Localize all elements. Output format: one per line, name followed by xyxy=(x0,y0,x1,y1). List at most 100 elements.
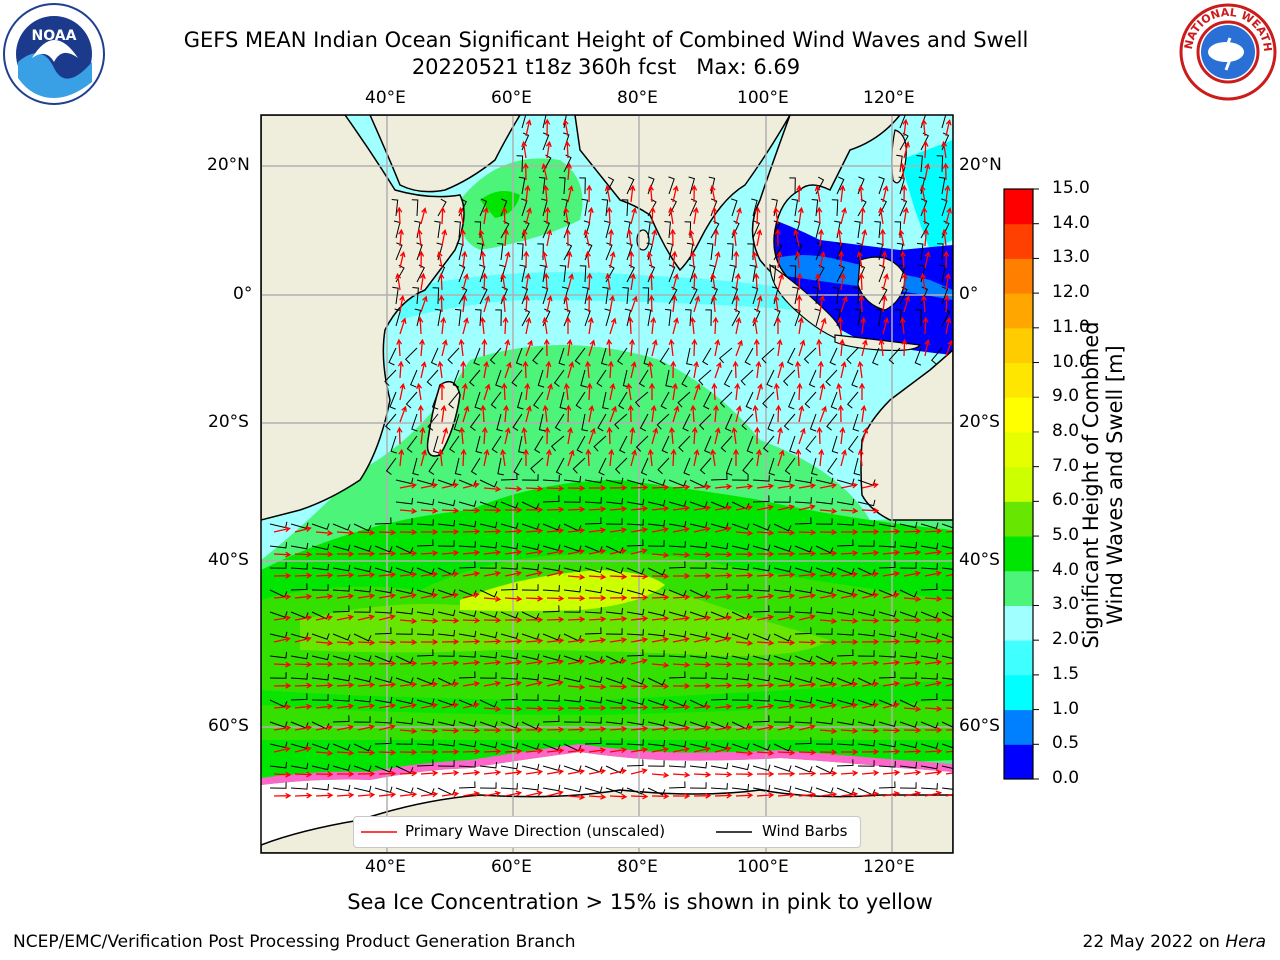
wind-barb xyxy=(618,391,628,410)
wave-direction-arrow xyxy=(945,662,953,665)
wave-direction-arrow xyxy=(945,793,953,797)
wave-direction-arrow xyxy=(882,702,900,709)
wave-direction-arrow xyxy=(630,505,649,512)
wave-direction-arrow xyxy=(399,681,418,688)
wave-direction-arrow xyxy=(672,505,691,512)
wind-barb xyxy=(718,347,733,364)
colorbar-tick-label: 0.5 xyxy=(1052,733,1080,754)
wind-barb xyxy=(458,651,476,658)
wind-barb xyxy=(723,369,733,388)
wind-barb xyxy=(762,435,775,453)
wave-direction-arrow xyxy=(630,636,649,643)
colorbar-tick-label: 14.0 xyxy=(1052,212,1090,233)
equatorial-cyan xyxy=(400,272,800,320)
wave-direction-arrow xyxy=(900,250,906,269)
wind-barb xyxy=(474,391,481,410)
wave-direction-arrow xyxy=(459,228,466,247)
wave-direction-arrow xyxy=(315,593,334,600)
wind-barb xyxy=(605,717,624,725)
wind-barb xyxy=(731,763,750,771)
wave-direction-arrow xyxy=(690,404,697,423)
wind-barb xyxy=(563,496,581,503)
wave-direction-arrow xyxy=(462,769,481,776)
wave-direction-arrow xyxy=(735,640,754,646)
wave-direction-arrow xyxy=(757,661,775,667)
wind-barb xyxy=(937,243,944,261)
wave-direction-arrow xyxy=(756,228,763,247)
wave-direction-arrow xyxy=(733,294,740,313)
wind-barb xyxy=(513,457,523,476)
wave-direction-arrow xyxy=(878,338,885,357)
wave-direction-arrow xyxy=(357,724,375,731)
wind-barb xyxy=(500,742,519,750)
wind-barb xyxy=(660,391,670,410)
wave-direction-arrow xyxy=(336,682,355,689)
wind-barb xyxy=(773,606,791,613)
wind-barb xyxy=(332,605,350,613)
wave-direction-arrow xyxy=(693,505,712,512)
wave-direction-arrow xyxy=(626,382,633,401)
wave-direction-arrow xyxy=(273,771,292,778)
wind-barb xyxy=(605,677,624,684)
wind-barb xyxy=(427,413,439,431)
wave-direction-arrow xyxy=(924,251,931,269)
wind-barb xyxy=(500,501,519,509)
wave-direction-arrow xyxy=(819,791,838,798)
wind-barb xyxy=(416,649,434,657)
wind-barb xyxy=(857,519,876,527)
wave-direction-arrow xyxy=(462,592,480,599)
wind-barb xyxy=(689,721,708,728)
wave-direction-arrow xyxy=(941,140,948,159)
wave-direction-arrow xyxy=(588,747,607,754)
wave-direction-arrow xyxy=(315,572,334,579)
wind-barb xyxy=(500,762,519,770)
wind-barb xyxy=(479,198,488,217)
wind-barb xyxy=(479,741,498,749)
wave-direction-arrow xyxy=(651,615,670,622)
wave-direction-arrow xyxy=(439,206,446,225)
wave-direction-arrow xyxy=(525,528,544,534)
india-land xyxy=(574,115,791,272)
wave-direction-arrows-layer xyxy=(273,118,953,800)
lat-label-right-0: 0° xyxy=(959,284,979,304)
wind-barb xyxy=(311,743,330,750)
wind-barb xyxy=(688,176,696,195)
wind-barb xyxy=(332,633,351,641)
wave-direction-arrow xyxy=(378,770,397,777)
wind-barb xyxy=(479,721,498,728)
wind-barb xyxy=(792,286,799,305)
wind-barb xyxy=(458,761,476,768)
plot-title: GEFS MEAN Indian Ocean Significant Heigh… xyxy=(183,28,1029,52)
lat-label-left-20N: 20°N xyxy=(207,155,250,175)
wind-barb xyxy=(710,673,728,680)
wind-barb xyxy=(626,519,644,526)
wave-direction-arrow xyxy=(273,636,291,643)
wind-barb xyxy=(647,677,666,686)
wind-barb xyxy=(815,765,834,774)
wind-barb xyxy=(374,696,393,704)
wave-direction-arrow xyxy=(565,404,572,423)
wave-direction-arrow xyxy=(840,592,859,599)
wave-direction-arrow xyxy=(567,658,586,665)
date-host: Hera xyxy=(1225,932,1266,952)
wind-barb xyxy=(808,369,817,388)
colorbar-tick-label: 4.0 xyxy=(1052,559,1080,580)
wave-direction-arrow xyxy=(545,140,552,159)
wave-direction-arrow xyxy=(714,746,732,753)
wind-barb xyxy=(597,413,607,432)
wind-barb xyxy=(731,584,749,591)
wave-direction-arrow xyxy=(798,427,806,445)
wave-direction-arrow xyxy=(525,726,544,733)
wave-direction-arrow xyxy=(483,638,502,645)
wave-direction-arrow xyxy=(523,294,530,313)
wave-direction-arrow xyxy=(714,771,733,778)
wave-direction-arrow xyxy=(441,550,460,556)
wave-direction-arrow xyxy=(710,272,717,291)
wave-direction-arrow xyxy=(440,316,447,335)
wave-direction-arrow xyxy=(673,793,691,799)
wave-direction-arrow xyxy=(420,702,439,709)
wave-direction-arrow xyxy=(819,529,838,536)
wind-barb xyxy=(332,764,351,772)
wind-barb xyxy=(642,287,650,305)
wave-direction-arrow xyxy=(420,571,439,578)
